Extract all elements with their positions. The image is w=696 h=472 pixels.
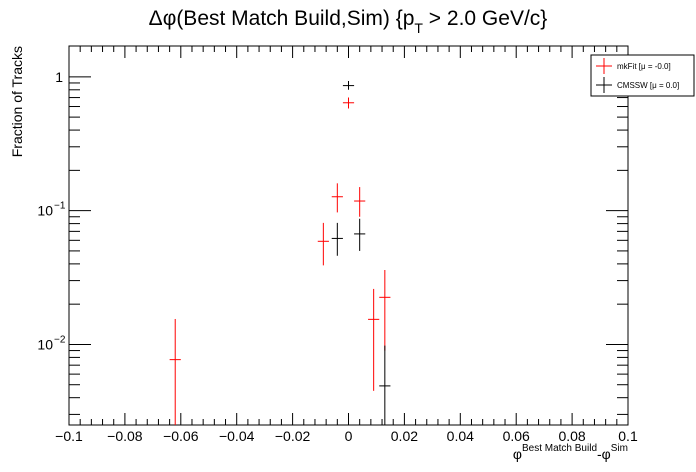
- x-tick-label: −0.06: [163, 428, 199, 444]
- legend-box: [590, 54, 695, 97]
- x-tick-label: −0.1: [55, 428, 83, 444]
- data-point: [354, 187, 366, 217]
- y-axis-label: Fraction of Tracks: [9, 46, 25, 157]
- x-tick-label: −0.02: [275, 428, 311, 444]
- x-tick-label: 0.06: [503, 428, 530, 444]
- y-tick-label: 10: [37, 336, 53, 352]
- legend-entry-cmssw: CMSSW [μ = 0.0]: [596, 77, 679, 93]
- y-tick-label: 10: [37, 203, 53, 219]
- data-point: [368, 288, 380, 391]
- legend-label-cmssw: CMSSW [μ = 0.0]: [617, 81, 679, 90]
- y-axis: 10 −210 −11: [37, 69, 628, 415]
- x-tick-label: 0.1: [618, 428, 638, 444]
- series-cmssw: [331, 81, 391, 425]
- y-tick-exponent: −1: [54, 201, 66, 212]
- data-point: [331, 183, 343, 213]
- legend-label-mkfit: mkFit [μ = -0.0]: [617, 62, 671, 71]
- series-mkfit: [169, 97, 391, 425]
- x-axis: −0.1 −0.08 −0.06 −0.04 −0.02 0 0.02 0.04 0.06 0.0…: [55, 46, 638, 444]
- legend: mkFit [μ = -0.0] CMSSW [μ = 0.0]: [590, 54, 695, 97]
- x-tick-label: −0.04: [219, 428, 255, 444]
- x-axis-label: φBest Match Build-φSim: [513, 443, 628, 462]
- data-point: [331, 222, 343, 256]
- x-tick-label: 0: [345, 428, 353, 444]
- x-tick-label: 0.08: [558, 428, 585, 444]
- x-axis-label-sup2: Sim: [611, 443, 628, 454]
- x-axis-label-sup1: Best Match Build: [522, 443, 597, 454]
- x-tick-label: −0.08: [107, 428, 143, 444]
- x-axis-label-mid: -φ: [597, 446, 611, 462]
- data-point: [342, 81, 355, 90]
- chart-title-subscript: T: [414, 20, 423, 36]
- data-point: [317, 222, 329, 266]
- x-tick-label: 0.02: [391, 428, 418, 444]
- data-series: [169, 81, 391, 425]
- chart-title-tail: > 2.0 GeV/c}: [423, 7, 547, 30]
- legend-entry-mkfit: mkFit [μ = -0.0]: [596, 58, 671, 74]
- data-point: [169, 318, 181, 425]
- x-tick-label: 0.04: [447, 428, 474, 444]
- data-point: [379, 345, 391, 425]
- y-tick-label: 1: [55, 69, 63, 85]
- data-point: [379, 270, 391, 351]
- data-point: [354, 218, 366, 251]
- data-point: [342, 97, 355, 109]
- y-tick-exponent: −2: [54, 334, 66, 345]
- chart-title: Δφ(Best Match Build,Sim) {pT > 2.0 GeV/c…: [149, 7, 548, 36]
